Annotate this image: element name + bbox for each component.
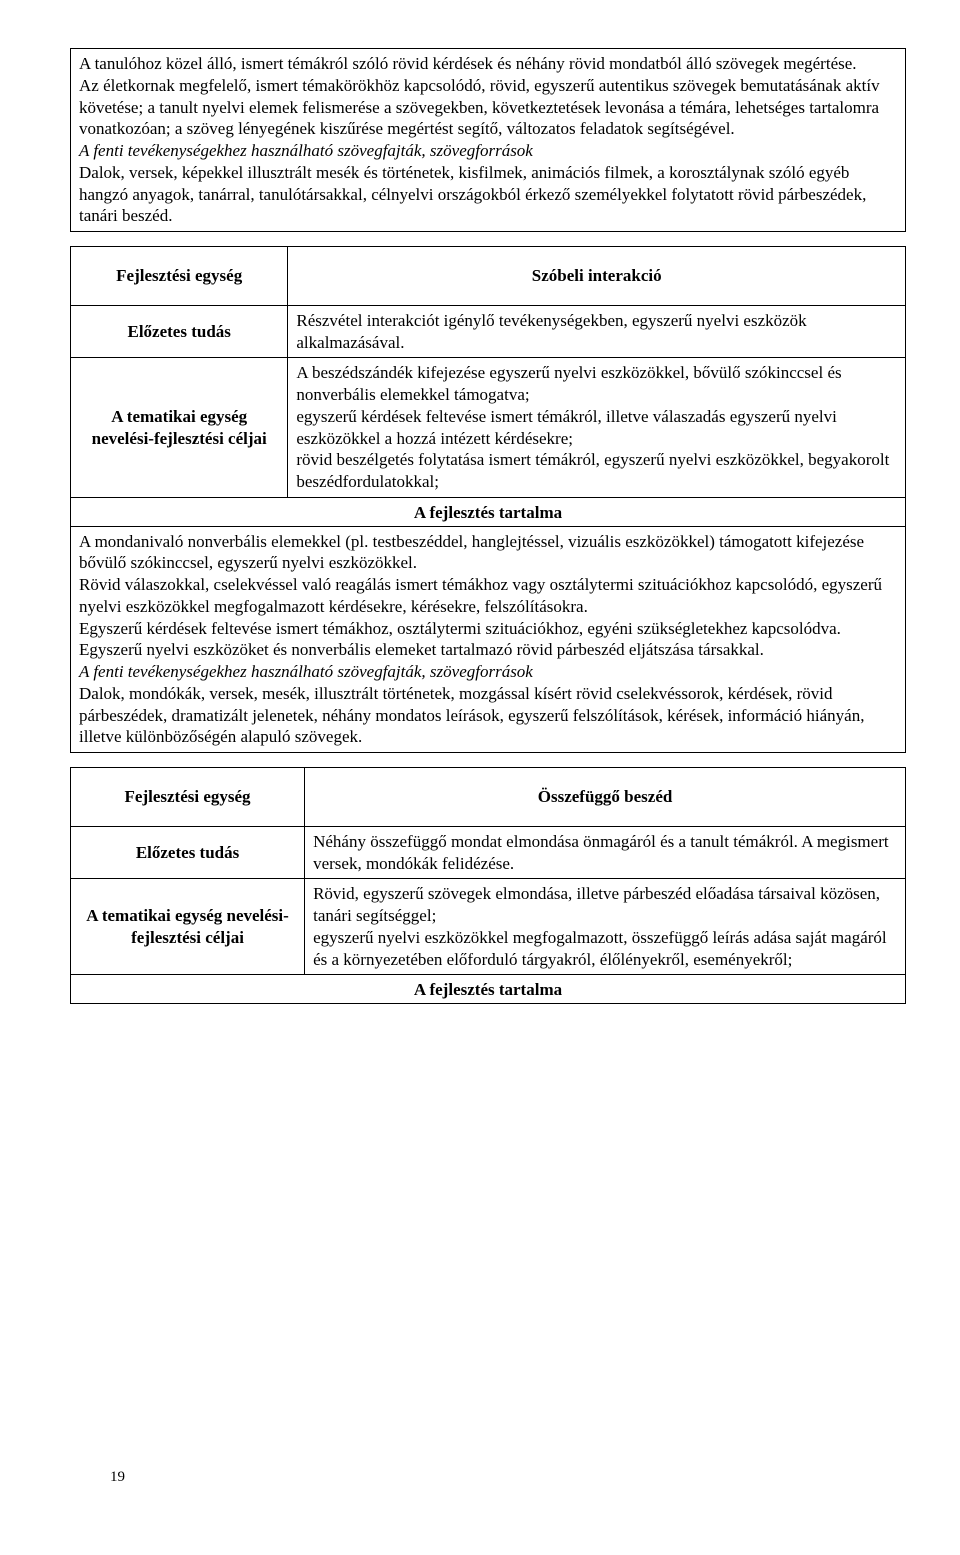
t1-r3-left: A tematikai egység nevelési-fejlesztési … (71, 358, 288, 498)
t2-section-title: A fejlesztés tartalma (71, 975, 906, 1004)
intro-p3: A fenti tevékenységekhez használható szö… (79, 140, 897, 162)
t1-r1-left: Fejlesztési egység (71, 247, 288, 306)
t1-r1-right: Szóbeli interakció (288, 247, 906, 306)
intro-p4: Dalok, versek, képekkel illusztrált mesé… (79, 162, 897, 227)
t2-r2-right: Néhány összefüggő mondat elmondása önmag… (305, 826, 906, 879)
t1-body-p5: A fenti tevékenységekhez használható szö… (79, 661, 897, 683)
intro-cell: A tanulóhoz közel álló, ismert témákról … (71, 49, 906, 232)
t1-r2-left: Előzetes tudás (71, 305, 288, 358)
intro-p2: Az életkornak megfelelő, ismert témakörö… (79, 75, 897, 140)
page-number: 19 (110, 1468, 125, 1487)
t2-r2-left: Előzetes tudás (71, 826, 305, 879)
t1-body-p3: Egyszerű kérdések feltevése ismert témák… (79, 618, 897, 640)
t1-body-p6: Dalok, mondókák, versek, mesék, illusztr… (79, 683, 897, 748)
t2-r1-right: Összefüggő beszéd (305, 768, 906, 827)
t1-section-title: A fejlesztés tartalma (71, 497, 906, 526)
intro-box: A tanulóhoz közel álló, ismert témákról … (70, 48, 906, 232)
t1-r3-right: A beszédszándék kifejezése egyszerű nyel… (288, 358, 906, 498)
t1-body: A mondanivaló nonverbális elemekkel (pl.… (71, 526, 906, 753)
t1-body-p1: A mondanivaló nonverbális elemekkel (pl.… (79, 531, 897, 575)
t2-r3-left: A tematikai egység nevelési-fejlesztési … (71, 879, 305, 975)
t2-r1-left: Fejlesztési egység (71, 768, 305, 827)
intro-p1: A tanulóhoz közel álló, ismert témákról … (79, 53, 897, 75)
t1-body-p4: Egyszerű nyelvi eszközöket és nonverbáli… (79, 639, 897, 661)
table-osszefuggo-beszed: Fejlesztési egység Összefüggő beszéd Elő… (70, 767, 906, 1004)
table-szobeli-interakcio: Fejlesztési egység Szóbeli interakció El… (70, 246, 906, 753)
t2-r3-right: Rövid, egyszerű szövegek elmondása, ille… (305, 879, 906, 975)
t1-body-p2: Rövid válaszokkal, cselekvéssel való rea… (79, 574, 897, 618)
t1-r2-right: Részvétel interakciót igénylő tevékenysé… (288, 305, 906, 358)
